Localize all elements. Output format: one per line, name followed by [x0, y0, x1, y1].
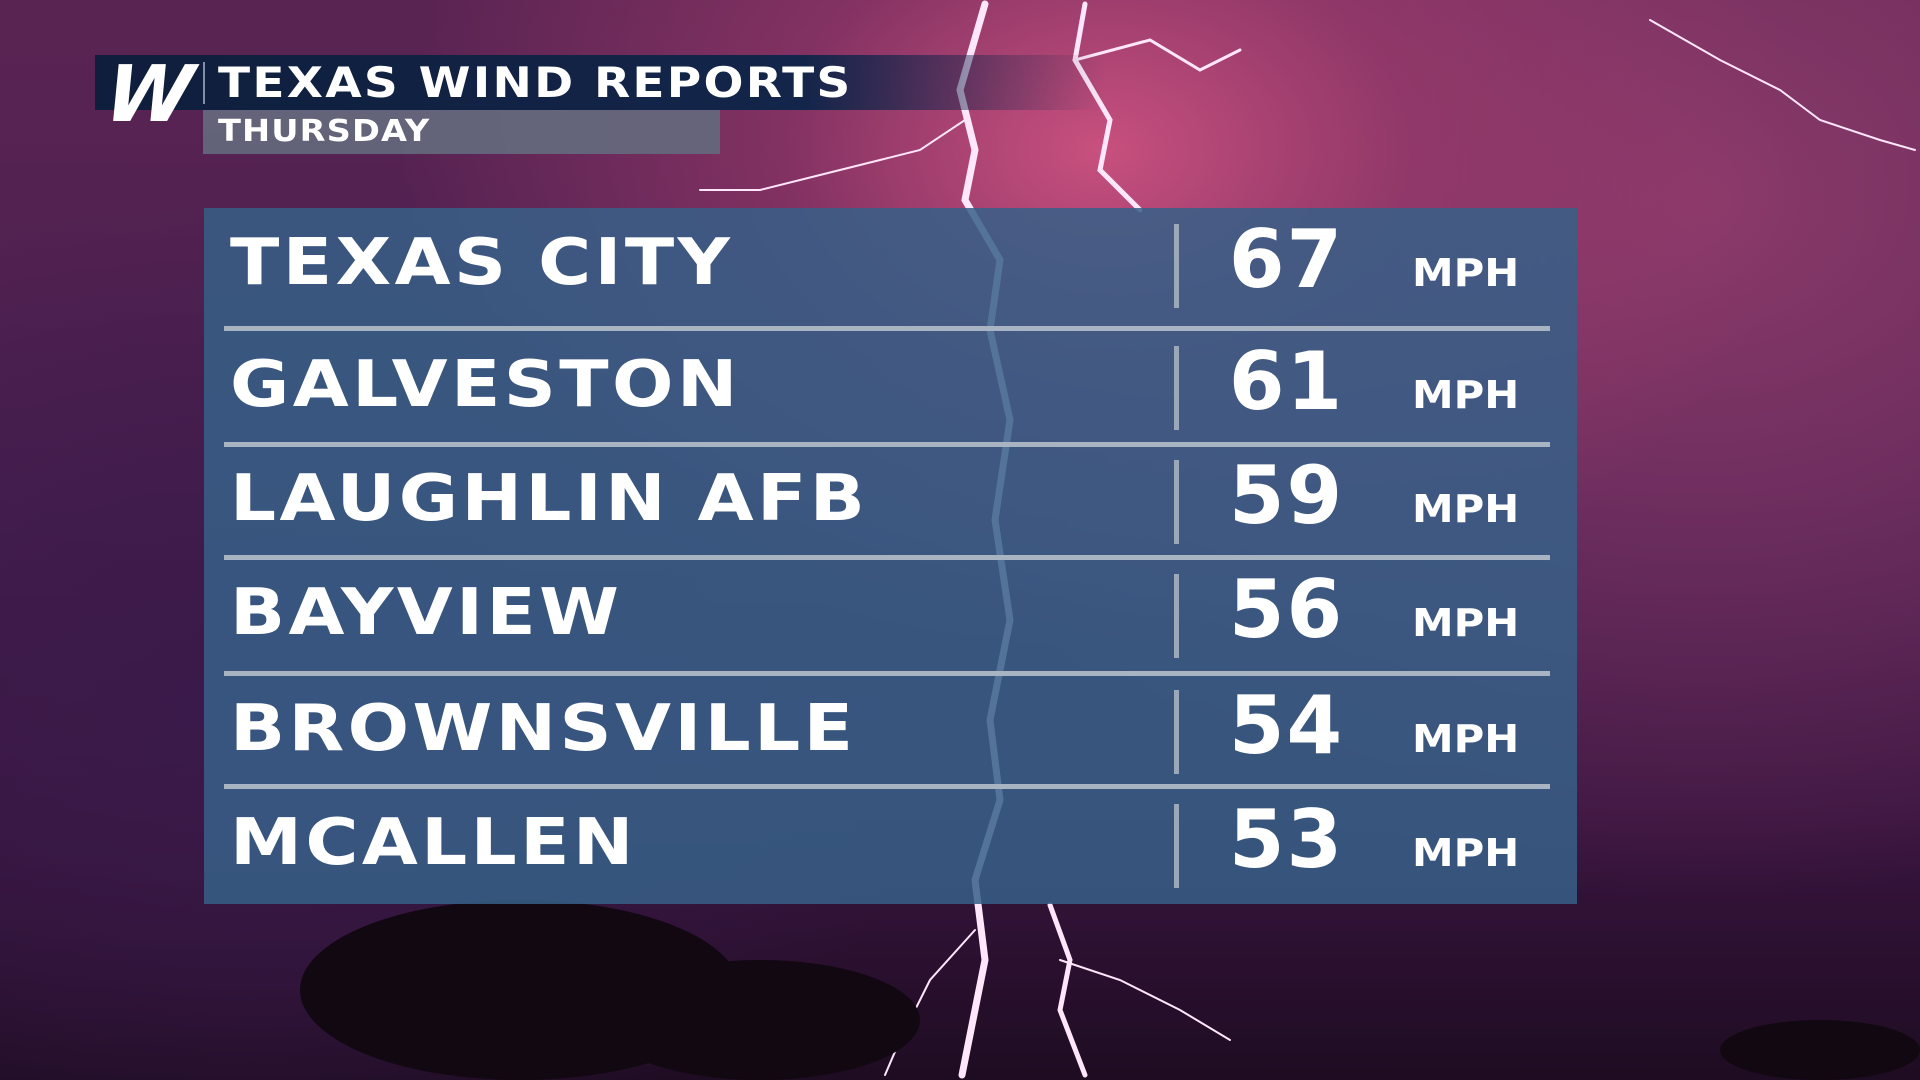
lightning-bolt	[1649, 19, 1916, 151]
location-name: BROWNSVILLE	[230, 692, 857, 766]
page-title: TEXAS WIND REPORTS	[218, 58, 853, 107]
wind-speed: 59	[1228, 449, 1345, 542]
speed-unit: MPH	[1412, 487, 1520, 531]
wind-report-table: TEXAS CITY 67 MPH GALVESTON 61 MPH LAUGH…	[204, 208, 1577, 904]
speed-unit: MPH	[1412, 601, 1520, 645]
speed-unit: MPH	[1412, 831, 1520, 875]
wind-speed: 67	[1228, 213, 1345, 306]
speed-unit: MPH	[1412, 373, 1520, 417]
weather-network-logo: W	[99, 50, 193, 140]
wind-speed: 61	[1228, 335, 1345, 428]
row-divider	[224, 442, 1550, 447]
table-row: GALVESTON 61 MPH	[204, 330, 1577, 445]
title-bar	[95, 55, 1105, 110]
subtitle-box	[203, 110, 720, 154]
page-subtitle: THURSDAY	[218, 114, 431, 149]
location-name: TEXAS CITY	[230, 226, 734, 300]
table-row: BROWNSVILLE 54 MPH	[204, 674, 1577, 789]
wind-speed: 56	[1228, 563, 1345, 656]
column-divider	[1174, 460, 1179, 544]
column-divider	[1174, 224, 1179, 308]
location-name: GALVESTON	[230, 348, 741, 422]
row-divider	[224, 326, 1550, 331]
column-divider	[1174, 804, 1179, 888]
lightning-bolt	[1073, 38, 1242, 72]
tree-silhouette	[300, 900, 1920, 1080]
location-name: LAUGHLIN AFB	[230, 462, 869, 536]
row-divider	[224, 671, 1550, 676]
column-divider	[1174, 346, 1179, 430]
logo-divider	[203, 62, 205, 104]
table-row: BAYVIEW 56 MPH	[204, 558, 1577, 673]
column-divider	[1174, 690, 1179, 774]
location-name: BAYVIEW	[230, 576, 623, 650]
lightning-bolt	[1047, 902, 1088, 1078]
column-divider	[1174, 574, 1179, 658]
speed-unit: MPH	[1412, 717, 1520, 761]
lightning-bolt	[699, 119, 966, 191]
row-divider	[224, 555, 1550, 560]
speed-unit: MPH	[1412, 251, 1520, 295]
lightning-bolt	[1059, 959, 1231, 1041]
location-name: MCALLEN	[230, 806, 637, 880]
table-row: TEXAS CITY 67 MPH	[204, 208, 1577, 323]
table-row: MCALLEN 53 MPH	[204, 788, 1577, 903]
lightning-bolt	[1072, 1, 1143, 213]
table-row: LAUGHLIN AFB 59 MPH	[204, 444, 1577, 559]
row-divider	[224, 784, 1550, 789]
wind-speed: 54	[1228, 679, 1345, 772]
wind-speed: 53	[1228, 793, 1345, 886]
